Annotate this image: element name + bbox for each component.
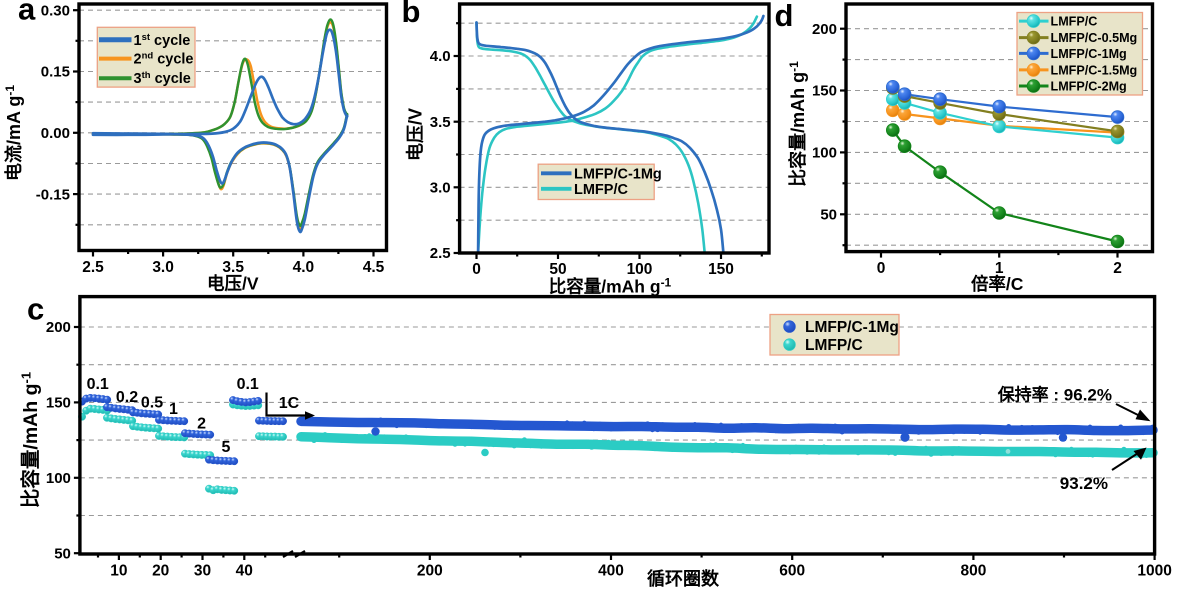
svg-text:50: 50 [54,545,71,562]
svg-text:2: 2 [197,416,206,433]
svg-text:LMFP/C-1Mg: LMFP/C-1Mg [1051,47,1127,61]
svg-text:50: 50 [820,207,837,224]
svg-text:1: 1 [995,260,1004,277]
svg-text:b: b [402,0,421,29]
svg-text:2.5: 2.5 [430,245,451,262]
svg-text:100: 100 [627,261,653,278]
svg-text:0.15: 0.15 [41,64,70,81]
svg-text:200: 200 [812,21,837,38]
svg-text:1st cycle: 1st cycle [134,32,191,49]
svg-text:3.0: 3.0 [152,259,174,276]
svg-text:LMFP/C: LMFP/C [805,337,863,354]
svg-text:0.1: 0.1 [237,376,259,393]
svg-text:保持率 : 96.2%: 保持率 : 96.2% [997,385,1112,405]
svg-text:100: 100 [812,145,837,162]
svg-text:2: 2 [1113,260,1122,277]
svg-text:93.2%: 93.2% [1060,474,1108,493]
svg-text:0: 0 [472,261,481,278]
svg-text:400: 400 [598,563,624,580]
svg-text:0.5: 0.5 [141,395,163,412]
svg-text:5: 5 [222,439,231,456]
svg-text:1C: 1C [279,395,300,412]
svg-text:3.5: 3.5 [430,114,451,131]
svg-text:200: 200 [46,319,71,336]
svg-text:800: 800 [960,563,986,580]
svg-text:0.2: 0.2 [116,389,138,406]
svg-text:10: 10 [110,563,127,580]
svg-text:LMFP/C-2Mg: LMFP/C-2Mg [1051,80,1127,94]
svg-text:1: 1 [169,401,178,418]
svg-text:3.5: 3.5 [222,259,244,276]
svg-text:LMFP/C: LMFP/C [1051,15,1098,29]
svg-text:电流/mA g-1: 电流/mA g-1 [3,85,24,181]
svg-text:比容量/mAh g-1: 比容量/mAh g-1 [549,275,672,296]
svg-text:600: 600 [779,563,805,580]
svg-text:4.5: 4.5 [363,259,385,276]
svg-text:LMFP/C: LMFP/C [574,182,628,198]
svg-text:150: 150 [812,83,837,100]
svg-text:比容量/mAh g-1: 比容量/mAh g-1 [787,61,808,187]
svg-text:LMFP/C-1Mg: LMFP/C-1Mg [805,319,899,336]
svg-text:1000: 1000 [1137,563,1171,580]
svg-text:LMFP/C-1.5Mg: LMFP/C-1.5Mg [1051,64,1138,78]
svg-text:3.0: 3.0 [430,180,451,197]
svg-text:150: 150 [46,395,71,412]
svg-text:a: a [18,0,36,26]
svg-text:40: 40 [236,563,253,580]
svg-text:c: c [27,292,44,327]
svg-text:50: 50 [549,261,566,278]
svg-text:4.0: 4.0 [293,259,315,276]
svg-text:电压/V: 电压/V [207,274,259,294]
svg-text:电压/V: 电压/V [405,108,426,161]
svg-text:比容量/mAh g-1: 比容量/mAh g-1 [19,372,43,508]
svg-text:0: 0 [877,260,886,277]
svg-text:倍率/C: 倍率/C [971,274,1024,294]
svg-text:-0.15: -0.15 [36,186,70,203]
svg-text:2.5: 2.5 [82,259,104,276]
svg-text:0.00: 0.00 [41,125,70,142]
svg-text:0.30: 0.30 [41,2,70,19]
svg-text:d: d [775,0,794,33]
svg-text:100: 100 [46,470,71,487]
svg-text:0.1: 0.1 [87,376,109,393]
svg-text:150: 150 [708,261,734,278]
svg-text:20: 20 [152,563,169,580]
svg-text:循环圈数: 循环圈数 [647,568,720,589]
svg-text:LMFP/C-0.5Mg: LMFP/C-0.5Mg [1051,31,1138,45]
svg-text:LMFP/C-1Mg: LMFP/C-1Mg [574,167,662,183]
svg-text:200: 200 [417,563,443,580]
svg-text:4.0: 4.0 [430,48,451,65]
svg-text:30: 30 [194,563,211,580]
